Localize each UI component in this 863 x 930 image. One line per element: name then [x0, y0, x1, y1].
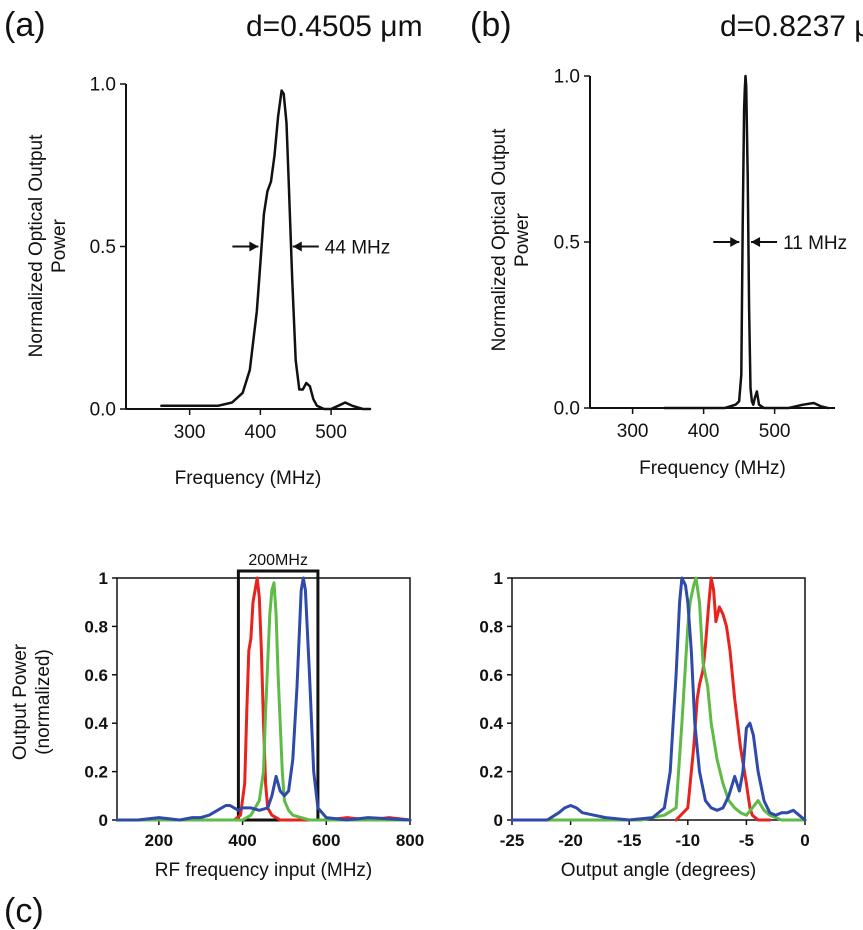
bandwidth-box-label: 200MHz	[248, 552, 308, 569]
fwhm-label: 44 MHz	[325, 238, 390, 259]
y-tick-label: 0.2	[479, 763, 503, 782]
y-tick-label: 0.8	[479, 617, 503, 636]
fwhm-label: 11 MHz	[783, 233, 847, 254]
y-tick-label: 0.4	[479, 714, 503, 733]
x-tick-label: 300	[174, 422, 206, 443]
fwhm-arrowhead-left	[249, 241, 259, 252]
y-tick-label: 0.6	[84, 666, 108, 685]
plot-frame	[511, 577, 806, 821]
x-axis-label: Frequency (MHz)	[639, 458, 786, 479]
fwhm-arrowhead-right	[292, 241, 302, 252]
chart-b: d=0.8237 μm 0.0 0.5 1.0 300 400 500 Frequency (…	[489, 10, 863, 479]
x-tick-label: -15	[617, 831, 642, 850]
x-tick-label: -5	[739, 831, 754, 850]
series-line-green	[510, 576, 807, 822]
series-line-blue	[115, 576, 412, 822]
x-axis-label: Output angle (degrees)	[561, 860, 756, 881]
fwhm-arrowhead-right	[751, 237, 761, 247]
y-tick-label: 0.2	[84, 763, 108, 782]
y-axis-label: Power	[49, 218, 70, 273]
y-tick-label: 0.5	[554, 233, 580, 254]
series-line-blue	[510, 576, 807, 822]
chart-title: d=0.8237 μm	[720, 10, 863, 43]
chart-c-right: 0 0.2 0.4 0.6 0.8 1 -25 -20 -15 -10 -5 0 Output angl…	[479, 569, 809, 881]
y-tick-label: 0.4	[84, 714, 108, 733]
x-tick-label: -10	[676, 831, 701, 850]
x-axis-label: RF frequency input (MHz)	[155, 860, 373, 881]
y-tick-label: 1.0	[90, 75, 116, 96]
y-tick-label: 0	[494, 811, 503, 830]
y-tick-label: 0	[99, 811, 108, 830]
panel-label-c: (c)	[4, 892, 44, 930]
x-tick-label: 0	[800, 831, 809, 850]
x-tick-label: 400	[228, 831, 256, 850]
y-tick-label: 1	[99, 569, 108, 588]
x-axis-label: Frequency (MHz)	[175, 468, 322, 489]
y-tick-label: 1	[494, 569, 503, 588]
x-tick-label: 600	[312, 831, 340, 850]
y-tick-label: 0.5	[90, 237, 116, 258]
panel-label-b: (b)	[470, 6, 512, 44]
x-tick-label: 400	[245, 422, 277, 443]
series-line-red	[115, 576, 412, 822]
y-tick-label: 0.6	[479, 666, 503, 685]
series-line-response	[160, 89, 372, 411]
chart-c-left: 0 0.2 0.4 0.6 0.8 1 200 400 600 800 RF frequency i…	[10, 552, 424, 881]
panel-label-a: (a)	[4, 6, 46, 44]
fwhm-arrowhead-left	[730, 237, 740, 247]
y-axis-label: (normalized)	[33, 649, 54, 755]
y-axis-label: Normalized Optical Output	[489, 128, 510, 352]
x-tick-label: 800	[396, 831, 424, 850]
x-tick-label: 500	[759, 421, 791, 442]
x-tick-label: 300	[617, 421, 649, 442]
chart-title: d=0.4505 μm	[246, 10, 423, 43]
x-tick-label: -25	[500, 831, 525, 850]
x-tick-label: -20	[558, 831, 583, 850]
y-tick-label: 1.0	[554, 67, 580, 88]
series-line-response	[663, 74, 830, 410]
y-tick-label: 0.8	[84, 617, 108, 636]
chart-a: d=0.4505 μm 0.0 0.5 1.0 300 400 500 Frequency (…	[26, 10, 423, 489]
y-tick-label: 0.0	[554, 399, 580, 420]
y-axis-label: Normalized Optical Output	[26, 134, 47, 358]
y-axis-label: Power	[512, 212, 533, 267]
y-tick-label: 0.0	[90, 400, 116, 421]
x-tick-label: 400	[688, 421, 720, 442]
x-tick-label: 200	[145, 831, 173, 850]
x-tick-label: 500	[315, 422, 347, 443]
y-axis-label: Output Power	[10, 643, 31, 760]
